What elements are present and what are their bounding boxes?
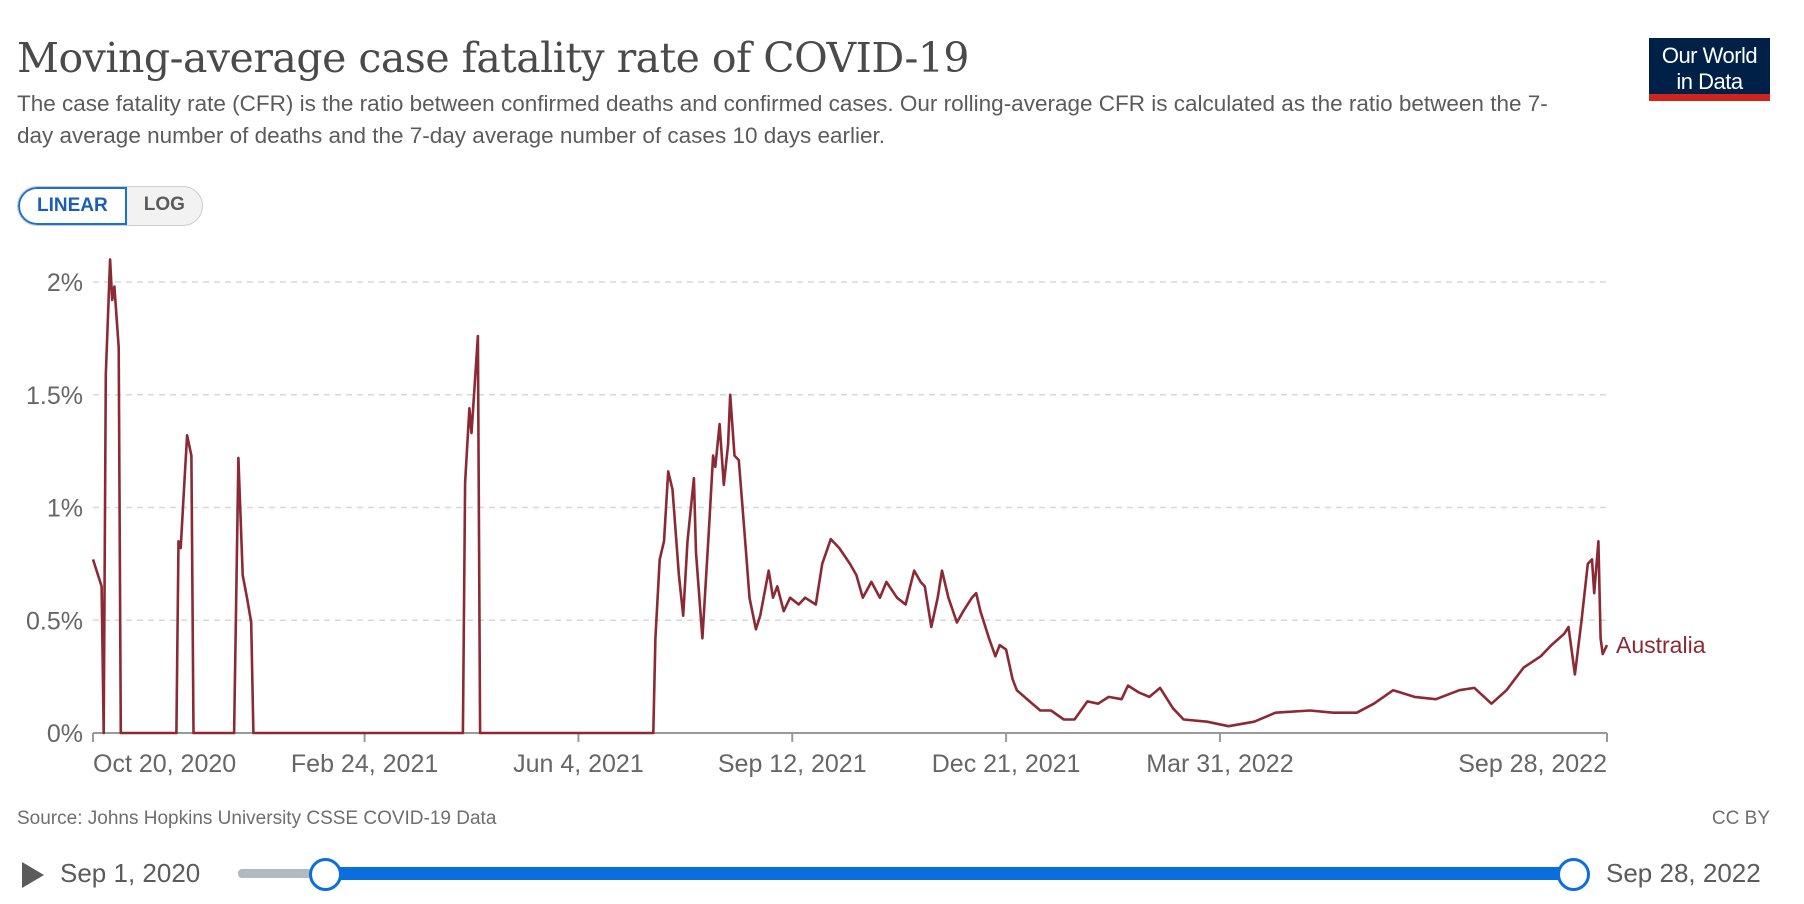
- logo-line-2: in Data: [1676, 69, 1743, 94]
- y-tick-label: 0%: [47, 720, 83, 748]
- scale-toggle: LINEAR LOG: [17, 186, 203, 226]
- x-tick-label: Dec 21, 2021: [932, 750, 1081, 778]
- x-tick-label: Jun 4, 2021: [513, 750, 644, 778]
- timeline: Sep 1, 2020 Sep 28, 2022: [0, 850, 1804, 900]
- y-tick-label: 2%: [47, 269, 83, 297]
- timeline-start-handle[interactable]: [308, 858, 342, 891]
- x-tick-label: Oct 20, 2020: [93, 750, 236, 778]
- series-label: Australia: [1616, 632, 1706, 658]
- y-tick-label: 1.5%: [26, 382, 83, 410]
- x-tick-label: Feb 24, 2021: [291, 750, 438, 778]
- timeline-end-label: Sep 28, 2022: [1606, 858, 1761, 888]
- source-note[interactable]: Source: Johns Hopkins University CSSE CO…: [17, 808, 497, 829]
- line-chart: 0% 0.5% 1% 1.5% 2% Oct 20, 2020 Feb 24, 2021 J…: [26, 258, 1706, 778]
- y-tick-label: 1%: [47, 495, 83, 523]
- linear-scale-button[interactable]: LINEAR: [18, 187, 127, 225]
- y-tick-label: 0.5%: [26, 607, 83, 635]
- series-line-australia: [91, 258, 1609, 735]
- play-icon[interactable]: [22, 862, 44, 888]
- x-tick-label: Sep 28, 2022: [1458, 750, 1607, 778]
- owid-logo[interactable]: Our World in Data: [1649, 38, 1770, 101]
- log-scale-button[interactable]: LOG: [143, 194, 185, 215]
- x-tick-label: Mar 31, 2022: [1146, 750, 1293, 778]
- chart-subtitle: The case fatality rate (CFR) is the rati…: [17, 91, 1548, 148]
- logo-line-1: Our World: [1661, 43, 1758, 68]
- timeline-selected-range[interactable]: [324, 867, 1573, 880]
- license-link[interactable]: CC BY: [1711, 808, 1770, 829]
- timeline-start-label: Sep 1, 2020: [60, 858, 201, 888]
- x-tick-label: Sep 12, 2021: [718, 750, 867, 778]
- timeline-end-handle[interactable]: [1557, 858, 1590, 891]
- chart-title: Moving-average case fatality rate of COV…: [17, 34, 970, 82]
